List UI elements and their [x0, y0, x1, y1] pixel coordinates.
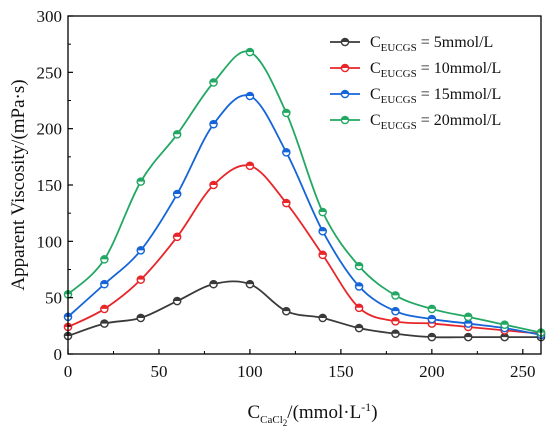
series-1-point-5: [209, 279, 218, 289]
y-tick-label-1: 50: [45, 289, 62, 308]
series-4-point-9: [354, 261, 364, 271]
series-3-point-11: [427, 314, 437, 324]
series-3-point-7: [282, 148, 291, 157]
legend-entry-4: CEUCGS = 20mmol/L: [330, 112, 501, 132]
legend-entry-3: CEUCGS = 15mmol/L: [330, 86, 501, 106]
series-3-line: [67, 94, 542, 336]
x-tick-label-4: 200: [419, 362, 445, 381]
y-tick-label-6: 300: [37, 7, 63, 26]
legend-entry-2: CEUCGS = 10mmol/L: [330, 60, 501, 80]
y-tick-label-0: 0: [54, 345, 63, 364]
series-4-point-11: [427, 304, 437, 314]
x-axis-title: CCaCl2/(mmol·L-1): [247, 400, 377, 428]
series-4-point-12: [463, 312, 473, 322]
series-2-point-2: [100, 304, 109, 314]
series-1-point-8: [318, 313, 327, 323]
legend-label-3: CEUCGS = 15mmol/L: [370, 86, 501, 106]
series-1-point-9: [354, 323, 364, 333]
series-3-point-2: [100, 279, 109, 289]
x-tick-label-2: 100: [237, 362, 263, 381]
series-3-point-4: [172, 189, 182, 199]
series-2-point-6: [245, 161, 255, 171]
series-3-point-3: [136, 246, 146, 255]
series-3-point-8: [318, 226, 327, 236]
series-2-point-9: [354, 303, 364, 313]
series-1-point-4: [172, 296, 182, 306]
series-2-point-7: [282, 198, 291, 208]
series-2-point-4: [172, 232, 182, 242]
series-1-point-3: [136, 313, 146, 323]
series-4-point-6: [245, 47, 255, 57]
series-1-point-10: [391, 329, 400, 339]
series-3-point-9: [354, 282, 364, 291]
legend-label-4: CEUCGS = 20mmol/L: [370, 112, 501, 132]
legend-label-1: CEUCGS = 5mmol/L: [370, 34, 493, 54]
series-2-point-8: [318, 250, 327, 260]
y-tick-label-2: 100: [37, 232, 63, 251]
series-2-point-10: [391, 317, 400, 326]
series-4-point-4: [172, 129, 182, 139]
x-tick-label-5: 250: [510, 362, 536, 381]
series-4-point-3: [136, 177, 146, 186]
series-4-point-8: [318, 207, 327, 217]
series-1-point-6: [245, 279, 255, 289]
y-axis-title: Apparent Viscosity/(mPa·s): [8, 79, 29, 290]
series-1-point-7: [282, 306, 291, 316]
x-tick-label-0: 0: [64, 362, 73, 381]
series-4-point-5: [209, 78, 218, 87]
legend-marker-3: [340, 89, 350, 99]
y-tick-label-5: 250: [37, 63, 63, 82]
y-tick-label-4: 200: [37, 120, 63, 139]
series-1-point-11: [427, 332, 437, 342]
series-1-point-2: [100, 319, 109, 328]
x-tick-label-1: 50: [150, 362, 167, 381]
series-2-point-5: [209, 180, 218, 190]
legend-entry-1: CEUCGS = 5mmol/L: [330, 34, 493, 54]
legend-marker-1: [340, 37, 350, 47]
legend-label-2: CEUCGS = 10mmol/L: [370, 60, 501, 80]
series-2-point-3: [136, 275, 146, 284]
y-tick-label-3: 150: [37, 176, 63, 195]
x-tick-label-3: 150: [328, 362, 354, 381]
legend-marker-4: [340, 115, 350, 125]
series-3-point-10: [391, 306, 400, 316]
series-3-point-6: [245, 91, 255, 101]
series-4-point-7: [282, 108, 291, 118]
legend-marker-2: [340, 63, 350, 73]
series-4-point-2: [100, 255, 109, 264]
series-3-point-5: [209, 119, 218, 129]
series-4-point-13: [500, 320, 509, 330]
series-4-point-10: [391, 291, 400, 300]
series-1-point-12: [463, 332, 473, 342]
